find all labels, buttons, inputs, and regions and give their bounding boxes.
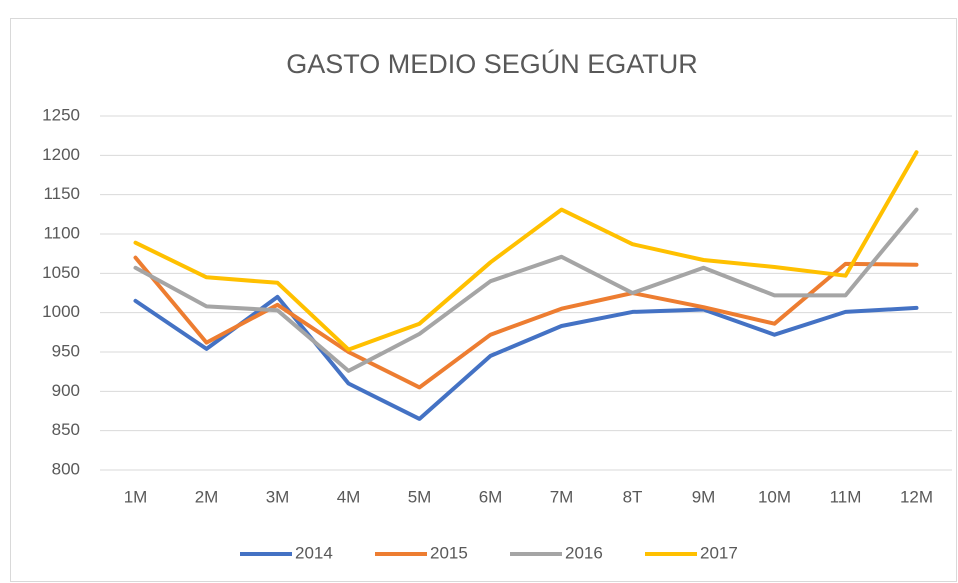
y-tick-label: 1100: [43, 223, 80, 242]
x-tick-label: 3M: [266, 487, 290, 506]
legend-label: 2014: [295, 543, 333, 562]
y-tick-label: 1050: [42, 263, 80, 282]
series-line: [133, 150, 919, 352]
legend-label: 2015: [430, 543, 468, 562]
y-tick-label: 1000: [42, 302, 80, 321]
x-tick-label: 1M: [124, 487, 148, 506]
x-tick-label: 9M: [692, 487, 716, 506]
x-tick-label: 4M: [337, 487, 361, 506]
y-tick-label: 900: [52, 381, 80, 400]
chart-title: GASTO MEDIO SEGÚN EGATUR: [286, 48, 698, 79]
x-tick-label: 6M: [479, 487, 503, 506]
chart-frame: [10, 18, 957, 582]
y-tick-label: 950: [52, 341, 80, 360]
x-tick-label: 11M: [830, 487, 862, 506]
y-tick-label: 850: [52, 420, 80, 439]
x-tick-label: 12M: [900, 487, 933, 506]
legend-label: 2016: [565, 543, 603, 562]
y-tick-label: 1150: [43, 184, 80, 203]
series-line: [133, 294, 919, 421]
y-tick-label: 1200: [42, 145, 80, 164]
series-line: [133, 207, 919, 373]
x-tick-label: 5M: [408, 487, 432, 506]
legend-label: 2017: [700, 543, 738, 562]
x-tick-label: 7M: [550, 487, 574, 506]
y-tick-label: 1250: [42, 105, 80, 124]
x-tick-label: 2M: [195, 487, 219, 506]
x-tick-label: 10M: [758, 487, 791, 506]
x-tick-label: 8T: [623, 487, 643, 506]
y-tick-label: 800: [52, 459, 80, 478]
